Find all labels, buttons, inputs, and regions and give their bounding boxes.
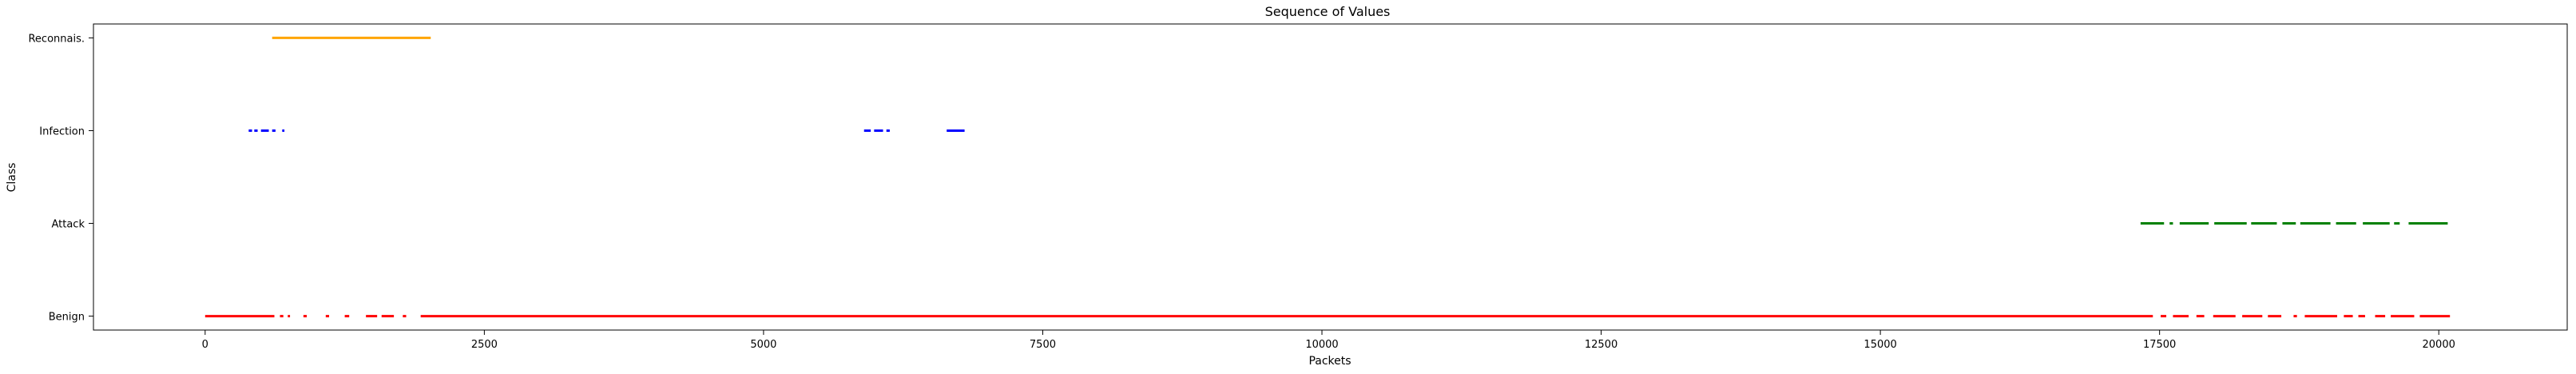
x-axis-label: Packets: [1308, 355, 1351, 368]
y-tick-label: Reconnais.: [28, 33, 85, 45]
x-tick-label: 5000: [750, 339, 776, 351]
x-axis-ticks: 0 2500 5000 7500 10000 12500 15000 17500 20000: [202, 330, 2455, 351]
x-tick-label: 20000: [2423, 339, 2455, 351]
y-tick-label: Attack: [51, 219, 85, 231]
x-tick-label: 0: [202, 339, 208, 351]
plot-marks: [204, 36, 2451, 318]
x-tick-label: 7500: [1030, 339, 1056, 351]
x-tick-label: 17500: [2143, 339, 2176, 351]
y-axis-label: Class: [6, 163, 18, 193]
y-tick-label: Benign: [49, 312, 85, 324]
x-tick-label: 15000: [1864, 339, 1896, 351]
x-tick-label: 2500: [471, 339, 498, 351]
chart-title: Sequence of Values: [1265, 4, 1391, 19]
y-axis-ticks: Benign Attack Infection Reconnais.: [28, 33, 93, 324]
y-tick-label: Infection: [39, 125, 85, 137]
plot-frame: [93, 23, 2568, 331]
x-tick-label: 10000: [1305, 339, 1338, 351]
x-tick-label: 12500: [1585, 339, 1617, 351]
